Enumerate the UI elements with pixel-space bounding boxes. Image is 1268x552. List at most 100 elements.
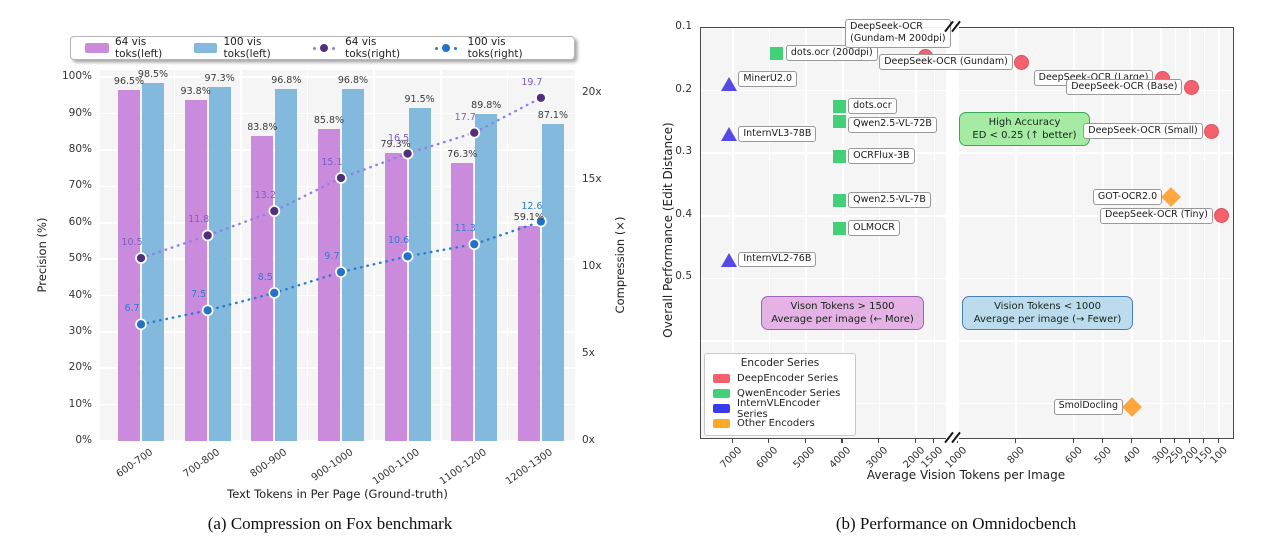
note-line: Vision Tokens < 1000 (994, 301, 1101, 312)
x-tick-mark (932, 439, 935, 443)
point-label-text: DeepSeek-OCR (Tiny) (1105, 209, 1208, 221)
legend-item-deepencoder-series: DeepEncoder Series (713, 371, 847, 386)
y-axis-tick-left: 50% (68, 252, 92, 265)
gridline-horizontal (701, 89, 1233, 92)
legend-label: QwenEncoder Series (737, 388, 841, 399)
scatter-point-qwen2-5-vl-72b (832, 115, 846, 129)
bar-100-vis-toks-left (475, 114, 498, 441)
scatter-point-deepseek-ocr-tiny (1214, 208, 1230, 224)
point-label-deepseek-ocr-base: DeepSeek-OCR (Base) (1066, 79, 1183, 96)
bar-100-vis-toks-left (541, 124, 564, 441)
gridline-horizontal (701, 402, 1233, 405)
gridline-vertical (440, 70, 442, 441)
panel-b-x-axis-title: Average Vision Tokens per Image (866, 468, 1066, 482)
gridline-vertical (1015, 28, 1017, 438)
legend-item-64-vis-toks-right: 64 vis toks(right) (308, 36, 431, 60)
legend-label: Other Encoders (737, 418, 815, 429)
y-axis-tick: 0.1 (675, 20, 692, 32)
legend-label: 100 vis toks(left) (223, 36, 271, 60)
gridline-vertical (306, 70, 309, 441)
point-label-text: InternVL2-76B (743, 253, 812, 265)
x-tick-label: 1000-1100 (370, 447, 422, 488)
caption-panel-a: (a) Compression on Fox benchmark (207, 514, 453, 533)
gridline-horizontal (100, 440, 575, 442)
y-axis-tick-left: 100% (61, 70, 92, 83)
scatter-point-deepseek-ocr-gundam (1014, 54, 1030, 70)
y-axis-tick-left: 70% (68, 179, 92, 192)
point-label-dots-ocr: dots.ocr (848, 98, 897, 115)
bar-value-label: 59.1% (513, 212, 544, 224)
scatter-point-ocrflux-3b (832, 149, 846, 163)
legend-label: 64 vis toks(left) (114, 36, 163, 60)
x-tick-label: 1200-1300 (504, 447, 556, 488)
point-label-got-ocr2-0: GOT-OCR2.0 (1092, 189, 1163, 205)
line-marker (535, 215, 547, 228)
legend-item-qwenencoder-series: QwenEncoder Series (713, 386, 847, 401)
point-label-text: DeepSeek-OCR (Small) (1088, 124, 1198, 136)
bar-64-vis-toks-left (251, 136, 274, 441)
bar-100-vis-toks-left (341, 88, 364, 441)
point-label-text: Qwen2.5-VL-7B (853, 193, 926, 205)
gridline-horizontal (701, 214, 1233, 217)
x-tick-label: 400 (1121, 445, 1143, 467)
point-label-text: Qwen2.5-VL-72B (853, 118, 932, 130)
high-accuracy-note: High Accuracy ED < 0.25 (↑ better) (959, 112, 1090, 146)
y-axis-tick-right: 5x (582, 346, 595, 359)
fewer-tokens-note: Vision Tokens < 1000 Average per image (→… (962, 296, 1133, 330)
x-tick-label: 700-800 (181, 447, 222, 480)
point-label-smoldocling: SmolDocling (1053, 398, 1123, 415)
gridline-vertical (1160, 28, 1162, 438)
x-tick-mark (1159, 439, 1161, 443)
gridline-vertical (1131, 28, 1133, 438)
x-tick-label: 5000 (791, 445, 817, 471)
legend-swatch-icon (713, 389, 730, 398)
y-axis-tick-right: 20x (582, 85, 602, 98)
bar-100-vis-toks-left (275, 88, 298, 441)
x-tick-mark (841, 439, 843, 443)
gridline-vertical (915, 28, 917, 438)
line-value-label: 19.7 (521, 76, 543, 88)
x-tick-label: 1100-1200 (437, 447, 489, 488)
x-tick-label: 800-900 (248, 447, 289, 480)
gridline-vertical (1218, 28, 1220, 438)
x-tick-label: 4000 (827, 445, 854, 471)
gridline-vertical (240, 70, 242, 441)
y-axis-tick-left: 10% (68, 397, 92, 410)
gridline-vertical (805, 28, 807, 438)
y-axis-tick-left: 20% (68, 361, 92, 374)
compression-lines-layer (135, 92, 547, 331)
scatter-point-deepseek-ocr-small (1204, 123, 1220, 139)
legend-item-64-vis-toks-left: 64 vis toks(left) (85, 36, 194, 60)
y-axis-tick-right: 10x (582, 259, 602, 272)
note-line: Vison Tokens > 1500 (790, 301, 895, 312)
dotted-line-swatch-icon (308, 44, 339, 52)
bar-100-vis-toks-left (408, 108, 431, 441)
point-label-olmocr: OLMOCR (848, 220, 900, 237)
point-label-text: OLMOCR (853, 221, 895, 233)
more-tokens-note: Vison Tokens > 1500 Average per image (← … (761, 296, 924, 330)
x-tick-mark (1203, 439, 1205, 443)
bar-64-vis-toks-left (451, 163, 474, 441)
bar-64-vis-toks-left (184, 99, 207, 441)
y-axis-tick-left: 60% (68, 215, 92, 228)
note-line: ED < 0.25 (↑ better) (972, 130, 1077, 141)
x-tick-mark (1217, 439, 1219, 443)
gridline-vertical (933, 28, 936, 438)
gridline-vertical (1073, 28, 1075, 438)
point-label-text: MinerU2.0 (743, 72, 792, 84)
bar-value-label: 85.8% (313, 114, 345, 126)
bar-64-vis-toks-left (118, 90, 140, 441)
x-tick-label: 500 (1092, 445, 1114, 467)
y-axis-tick-left: 30% (68, 324, 92, 337)
x-tick-label: 900-1000 (309, 447, 356, 484)
gridline-vertical (1174, 28, 1177, 438)
panel-a-x-axis-title: Text Tokens in Per Page (Ground-truth) (227, 487, 448, 501)
line-marker (335, 266, 347, 278)
line-marker (135, 252, 147, 264)
point-label-deepseek-ocr: DeepSeek-OCR (Gundam-M 200dpi) (845, 19, 951, 48)
bar-value-label: 96.8% (271, 74, 302, 86)
bar-value-label: 89.8% (471, 100, 502, 112)
line-marker (268, 205, 281, 217)
line-marker (335, 172, 347, 184)
x-tick-mark (914, 439, 916, 443)
